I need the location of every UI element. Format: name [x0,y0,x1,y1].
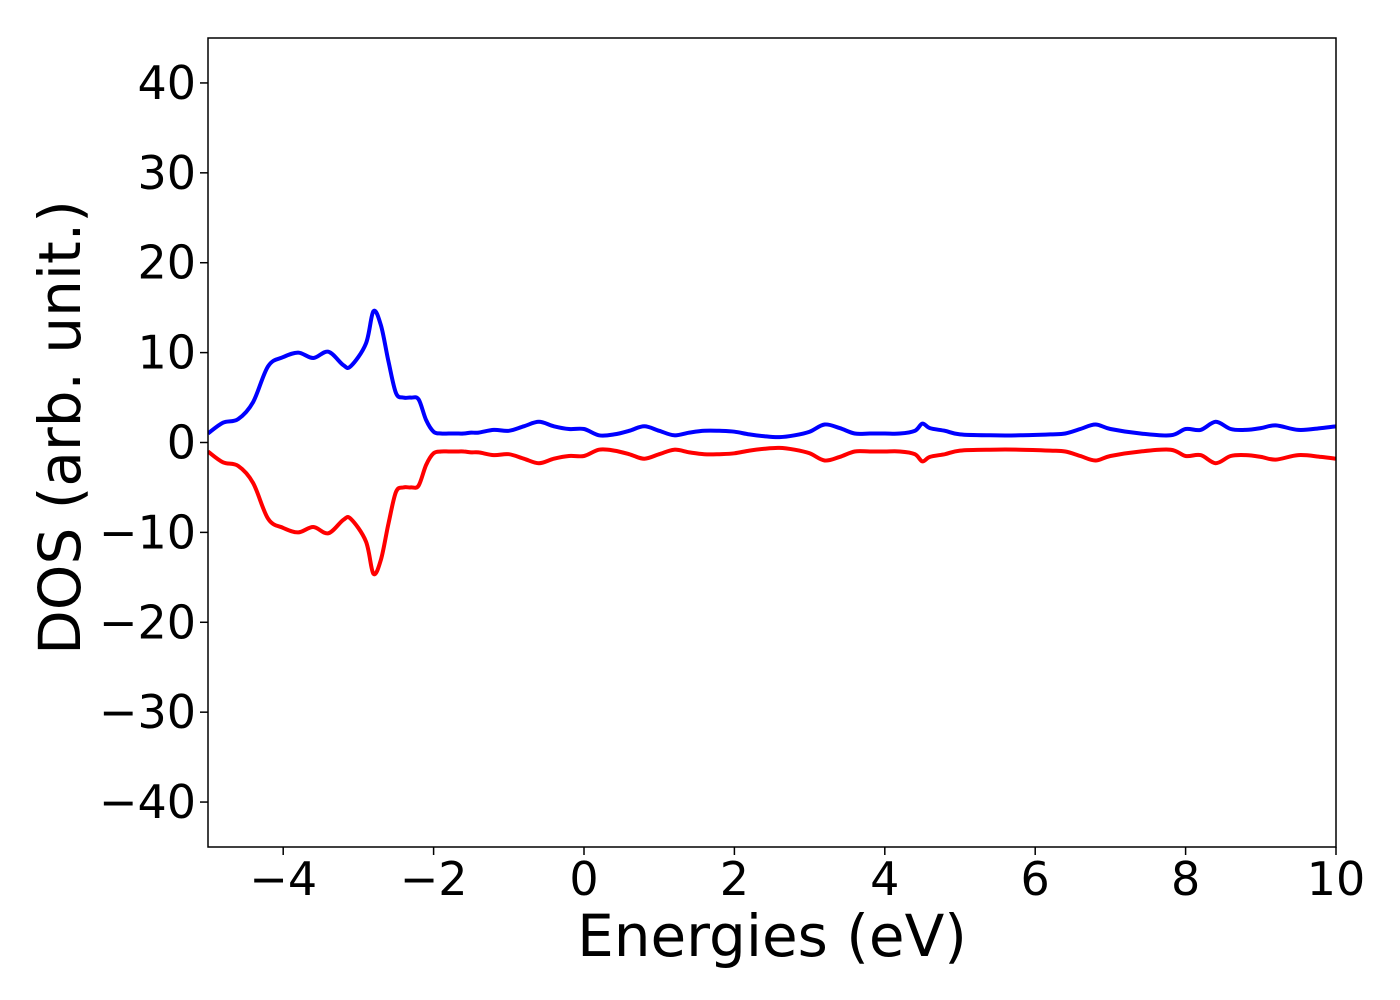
y-axis-label: DOS (arb. unit.) [26,200,94,655]
y-tick-label: 40 [137,56,196,110]
x-tick-label: −4 [249,852,317,906]
x-axis-label: Energies (eV) [577,902,967,970]
x-tick-label: 4 [870,852,899,906]
y-tick-label: −30 [99,685,196,739]
y-tick-label: 20 [137,236,196,290]
series-lines [208,308,1336,577]
x-tick-label: 8 [1171,852,1200,906]
y-tick-label: 0 [167,416,196,470]
y-tick-label: −40 [99,775,196,829]
series-line-blue [208,308,1336,440]
x-tick-label: 10 [1307,852,1366,906]
y-tick-label: 30 [137,146,196,200]
x-tick-label: 6 [1021,852,1050,906]
y-tick-label: −10 [99,505,196,559]
series-line-red [208,445,1336,577]
plot-frame [207,37,1337,848]
x-tick-label: −2 [400,852,468,906]
x-tick-label: 2 [720,852,749,906]
y-tick-label: −20 [99,595,196,649]
x-tick-label: 0 [569,852,598,906]
y-tick-label: 10 [137,326,196,380]
